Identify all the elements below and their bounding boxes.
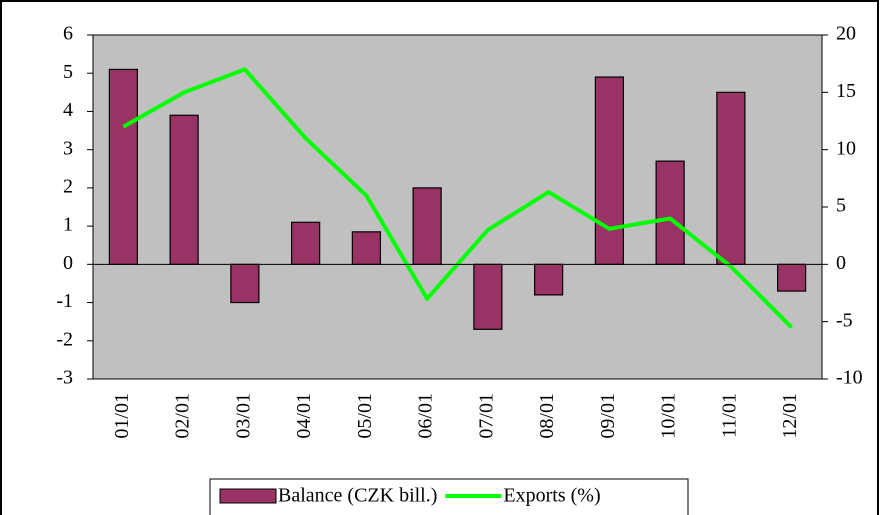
y2-tick-label: 5 xyxy=(836,195,846,217)
bar xyxy=(473,263,503,330)
y2-tick-label: 20 xyxy=(836,23,856,45)
y-tick-label: 0 xyxy=(63,252,73,274)
y2-tick-label: -10 xyxy=(836,367,863,389)
bar xyxy=(291,221,321,265)
y2-tick-label: 15 xyxy=(836,80,856,102)
y-tick-label: 3 xyxy=(63,137,73,159)
y-tick-label: 6 xyxy=(63,23,73,45)
bar xyxy=(777,263,807,292)
y-tick-label: 5 xyxy=(63,61,73,83)
bar xyxy=(655,160,685,265)
x-tick-label: 01/01 xyxy=(111,393,133,439)
bar xyxy=(412,187,442,265)
x-tick-label: 12/01 xyxy=(779,393,801,439)
x-tick-label: 05/01 xyxy=(354,393,376,439)
y2-tick-label: -5 xyxy=(836,309,853,331)
legend-label: Balance (CZK bill.) xyxy=(278,485,437,507)
x-tick-label: 04/01 xyxy=(293,393,315,439)
y-tick-label: 4 xyxy=(63,99,73,121)
x-tick-label: 10/01 xyxy=(658,393,680,439)
x-tick-label: 03/01 xyxy=(232,393,254,439)
x-tick-label: 06/01 xyxy=(415,393,437,439)
legend-swatch xyxy=(219,488,277,504)
bar xyxy=(169,114,199,265)
bar xyxy=(534,263,564,296)
y-tick-label: -1 xyxy=(56,290,73,312)
bar xyxy=(716,91,746,265)
bar xyxy=(230,263,260,304)
y-tick-label: 1 xyxy=(63,214,73,236)
x-tick-label: 07/01 xyxy=(475,393,497,439)
y2-tick-label: 10 xyxy=(836,137,856,159)
legend-label: Exports (%) xyxy=(503,485,600,507)
y-tick-label: 2 xyxy=(63,175,73,197)
bar xyxy=(594,76,624,265)
x-tick-label: 08/01 xyxy=(536,393,558,439)
bar xyxy=(108,68,138,265)
y-tick-label: -2 xyxy=(56,328,73,350)
plot-area xyxy=(92,34,823,380)
x-tick-label: 09/01 xyxy=(597,393,619,439)
y2-tick-label: 0 xyxy=(836,252,846,274)
x-tick-label: 11/01 xyxy=(718,393,740,438)
x-tick-label: 02/01 xyxy=(172,393,194,439)
y-tick-label: -3 xyxy=(56,367,73,389)
bar xyxy=(351,231,381,265)
